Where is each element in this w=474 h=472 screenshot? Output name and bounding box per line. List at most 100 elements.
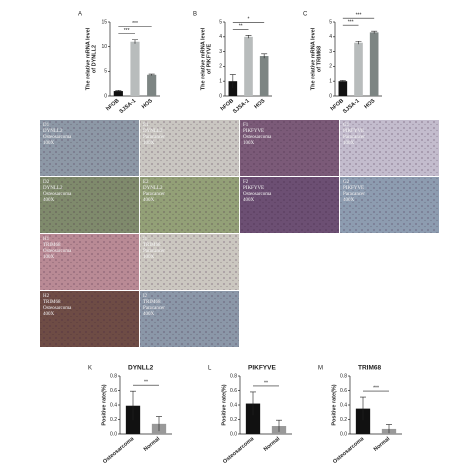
error-bar — [156, 416, 162, 432]
micrograph-caption: DYNLL2 — [143, 129, 163, 134]
x-tick-label: HOS — [253, 98, 266, 110]
significance-label: ** — [264, 380, 268, 386]
micrograph-caption: 100X — [343, 141, 355, 146]
micrograph-caption: 400X — [343, 198, 355, 203]
bar — [130, 41, 140, 96]
micrograph-caption: 400X — [43, 312, 55, 317]
micrograph-caption: I1 — [143, 237, 148, 242]
micrograph-caption: TRIM68 — [143, 300, 161, 305]
micrograph-caption: DYNLL2 — [43, 129, 63, 134]
bar — [147, 74, 157, 96]
x-tick-label: SJSA-1 — [232, 98, 251, 115]
y-tick-label: 0 — [329, 93, 332, 99]
micrograph-caption: DYNLL2 — [43, 186, 63, 191]
micrograph-caption: Osteosarcoma — [43, 135, 72, 140]
micrograph-caption: Osteosarcoma — [43, 192, 72, 197]
micrograph-caption: 400X — [143, 312, 155, 317]
y-tick-label: 0.4 — [230, 402, 237, 408]
significance-label: * — [248, 17, 250, 23]
micrograph-caption: E1 — [143, 123, 149, 128]
x-tick-label: HOS — [363, 98, 376, 110]
y-tick-label: 0.6 — [110, 388, 117, 394]
micrograph-caption: Paracancer — [143, 249, 165, 254]
y-tick-label: 1 — [219, 79, 222, 85]
micrograph-texture — [40, 120, 139, 176]
panel-label: L — [208, 366, 212, 372]
micrograph-texture — [140, 291, 239, 347]
y-tick-label: 1 — [329, 79, 332, 85]
y-tick-label: 0.2 — [340, 417, 347, 423]
micrograph-caption: 100X — [243, 141, 255, 146]
x-tick-label: SJSA-1 — [342, 98, 361, 115]
micrograph-caption: 100X — [143, 141, 155, 146]
error-bar — [371, 30, 378, 34]
y-axis-label: Positive rate(%) — [101, 384, 107, 425]
y-tick-label: 5 — [329, 19, 332, 25]
y-tick-label: 10 — [101, 44, 107, 50]
x-tick-label: Osteosarcoma — [102, 435, 136, 465]
micrograph-caption: TRIM68 — [43, 300, 61, 305]
error-bar — [132, 39, 138, 44]
panel-label: C — [303, 12, 308, 18]
micrograph-caption: G1 — [343, 123, 350, 128]
x-tick-label: Normal — [143, 436, 162, 453]
micrograph-caption: Paracancer — [343, 135, 365, 140]
micrograph-caption: Paracancer — [143, 192, 165, 197]
micrograph-texture — [240, 120, 339, 176]
y-axis-label: of DYNLL2 — [91, 45, 97, 73]
significance-label: *** — [373, 385, 379, 391]
error-bar — [148, 73, 155, 76]
chart-title: PIKFYVE — [248, 365, 276, 372]
micrograph-caption: F1 — [243, 123, 249, 128]
micrograph-caption: F2 — [243, 180, 249, 185]
error-bar — [355, 40, 362, 45]
y-tick-label: 3 — [329, 49, 332, 55]
y-tick-label: 0.0 — [340, 431, 347, 437]
micrograph-caption: H1 — [43, 237, 50, 242]
bar — [338, 81, 348, 96]
y-tick-label: 0.4 — [110, 402, 117, 408]
y-axis-label: of TRIM68 — [316, 46, 322, 72]
significance-label: *** — [124, 28, 130, 34]
panel-label: B — [193, 12, 197, 18]
micrograph-caption: I2 — [143, 294, 148, 299]
panel-label: K — [88, 366, 92, 372]
x-tick-label: Osteosarcoma — [332, 435, 366, 465]
panel-label: A — [78, 12, 82, 18]
micrograph-caption: Osteosarcoma — [43, 249, 72, 254]
y-axis-label: of PIKFYVE — [206, 44, 212, 75]
micrograph-caption: 100X — [143, 255, 155, 260]
y-tick-label: 5 — [219, 19, 222, 25]
bar — [355, 408, 371, 434]
y-axis-label: Positive rate(%) — [221, 384, 227, 425]
bar — [244, 36, 253, 96]
significance-label: ** — [239, 24, 243, 30]
y-tick-label: 4 — [219, 34, 222, 40]
micrograph-caption: G2 — [343, 180, 350, 185]
error-bar — [339, 80, 346, 82]
micrograph-texture — [140, 177, 239, 233]
micrograph-caption: PIKFYVE — [243, 186, 264, 191]
x-tick-label: SJSA-1 — [119, 98, 138, 115]
y-axis-label: The relative mRNA level — [200, 27, 206, 90]
bar — [259, 56, 269, 96]
y-axis-label: The relative mRNA level — [85, 27, 91, 90]
y-tick-label: 0.6 — [340, 388, 347, 394]
y-tick-label: 5 — [104, 69, 107, 75]
bar — [369, 32, 379, 96]
micrograph-caption: D2 — [43, 180, 50, 185]
y-tick-label: 0.0 — [110, 431, 117, 437]
micrograph-caption: E2 — [143, 180, 149, 185]
micrograph-caption: 400X — [243, 198, 255, 203]
bar — [228, 81, 238, 96]
y-tick-label: 0.8 — [230, 373, 237, 379]
micrograph-caption: 400X — [143, 198, 155, 203]
x-tick-label: Normal — [373, 436, 392, 453]
y-axis-label: Positive rate(%) — [331, 384, 337, 425]
error-bar — [229, 74, 236, 88]
micrograph-caption: Paracancer — [143, 306, 165, 311]
significance-label: ** — [144, 380, 148, 386]
chart-title: DYNLL2 — [128, 365, 154, 372]
error-bar — [386, 424, 392, 434]
